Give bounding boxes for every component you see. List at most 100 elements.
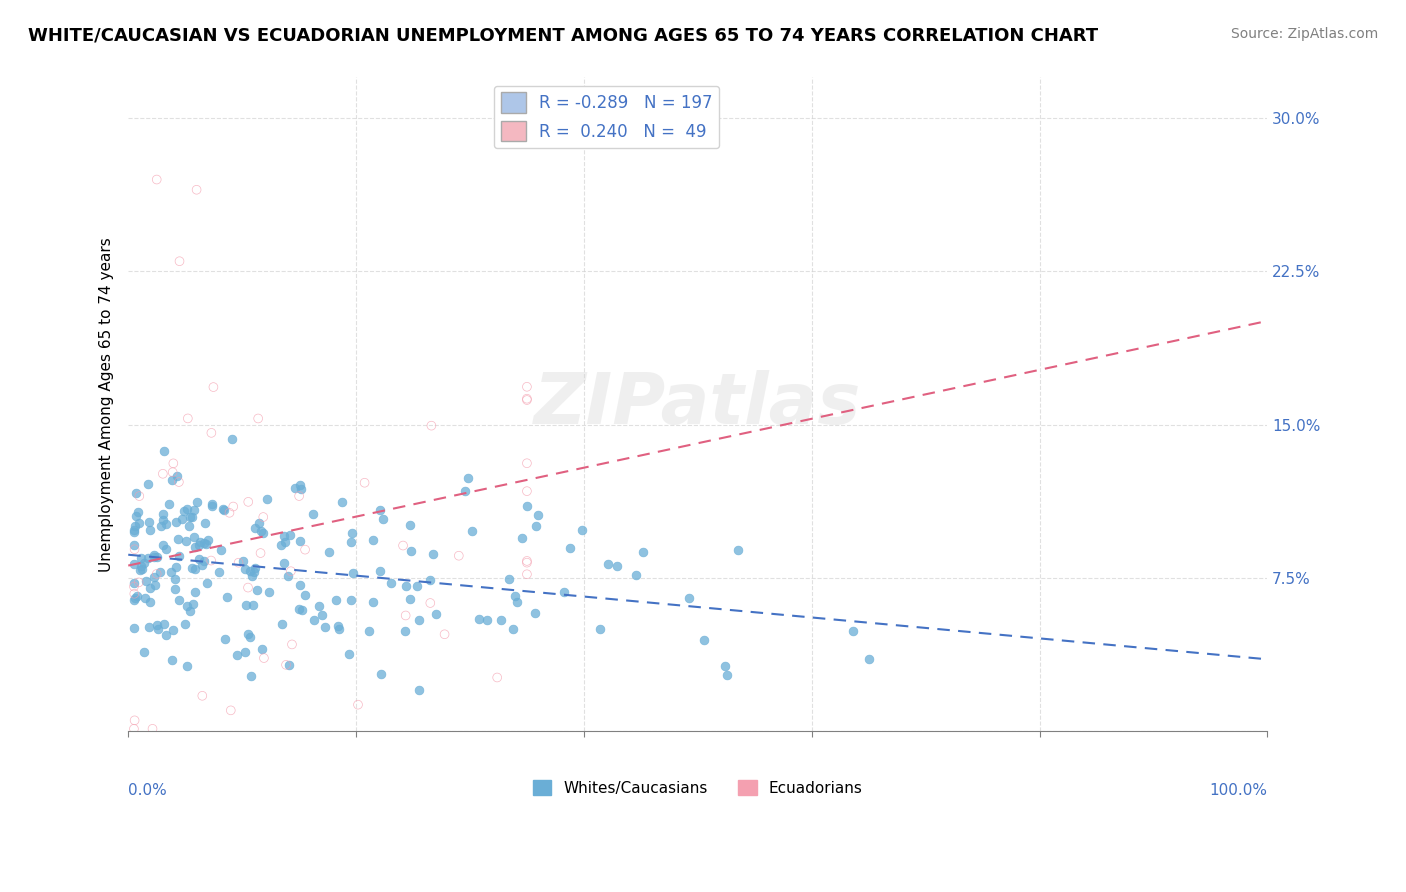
Point [516, 380, 538, 394]
Point [252, 525, 274, 540]
Point [139, 523, 162, 537]
Point [194, 516, 217, 531]
Point [125, 508, 148, 523]
Point [311, 608, 333, 623]
Point [124, 542, 146, 557]
Point [131, 558, 153, 573]
Point [340, 535, 363, 549]
Point [468, 612, 491, 626]
Point [596, 557, 619, 571]
Point [236, 581, 259, 595]
Point [162, 465, 184, 479]
Point [516, 554, 538, 568]
Point [122, 557, 145, 571]
Point [193, 536, 215, 550]
Point [489, 613, 512, 627]
Point [162, 456, 184, 470]
Point [179, 518, 201, 533]
Point [589, 622, 612, 636]
Point [124, 591, 146, 605]
Point [150, 519, 173, 533]
Point [181, 598, 204, 612]
Point [145, 172, 167, 186]
Point [201, 497, 224, 511]
Point [146, 617, 169, 632]
Point [486, 671, 509, 685]
Point [134, 591, 156, 605]
Point [361, 533, 384, 547]
Point [239, 669, 262, 683]
Point [135, 574, 157, 588]
Point [233, 645, 256, 659]
Point [207, 565, 229, 579]
Legend: Whites/Caucasians, Ecuadorians: Whites/Caucasians, Ecuadorians [527, 773, 869, 802]
Point [132, 556, 155, 570]
Point [214, 632, 236, 646]
Point [236, 626, 259, 640]
Point [122, 580, 145, 594]
Point [347, 698, 370, 712]
Point [284, 482, 307, 496]
Point [146, 549, 169, 564]
Point [631, 545, 654, 559]
Point [143, 578, 166, 592]
Point [124, 714, 146, 728]
Point [201, 499, 224, 513]
Point [288, 578, 311, 592]
Point [217, 590, 239, 604]
Point [281, 637, 304, 651]
Point [179, 604, 201, 618]
Point [274, 657, 297, 672]
Point [181, 510, 204, 524]
Point [274, 534, 297, 549]
Point [179, 510, 201, 524]
Point [419, 596, 441, 610]
Point [195, 537, 218, 551]
Point [516, 556, 538, 570]
Point [209, 542, 232, 557]
Point [270, 537, 292, 551]
Point [273, 556, 295, 570]
Point [714, 659, 737, 673]
Point [165, 515, 187, 529]
Point [626, 567, 648, 582]
Point [186, 495, 208, 509]
Point [169, 549, 191, 563]
Point [314, 619, 336, 633]
Point [128, 489, 150, 503]
Point [512, 531, 534, 545]
Point [152, 507, 174, 521]
Point [368, 503, 391, 517]
Point [221, 432, 243, 446]
Point [242, 565, 264, 579]
Point [155, 628, 177, 642]
Point [176, 599, 198, 613]
Point [243, 521, 266, 535]
Point [174, 534, 197, 549]
Point [218, 506, 240, 520]
Point [188, 538, 211, 552]
Point [124, 587, 146, 601]
Point [475, 613, 498, 627]
Point [188, 535, 211, 549]
Point [368, 564, 391, 578]
Point [392, 539, 415, 553]
Point [200, 425, 222, 440]
Point [433, 627, 456, 641]
Point [498, 572, 520, 586]
Point [502, 622, 524, 636]
Point [222, 500, 245, 514]
Point [155, 541, 177, 556]
Point [122, 576, 145, 591]
Point [187, 552, 209, 566]
Point [122, 525, 145, 540]
Point [232, 554, 254, 568]
Point [122, 621, 145, 635]
Point [193, 554, 215, 568]
Point [173, 617, 195, 632]
Point [166, 532, 188, 546]
Point [163, 572, 186, 586]
Point [242, 598, 264, 612]
Point [503, 590, 526, 604]
Point [461, 524, 484, 538]
